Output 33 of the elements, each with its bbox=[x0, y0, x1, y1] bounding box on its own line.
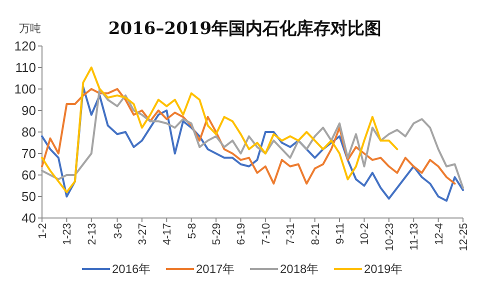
x-tick-label: 8-21 bbox=[310, 223, 322, 246]
x-tick-label: 6-19 bbox=[236, 223, 248, 246]
legend-label: 2019年 bbox=[364, 262, 403, 276]
x-tick-label: 2-13 bbox=[86, 223, 98, 246]
x-tick-label: 10-2 bbox=[359, 223, 372, 246]
y-tick-label: 40 bbox=[22, 210, 36, 226]
x-tick-label: 7-10 bbox=[260, 223, 272, 246]
x-tick-label: 1-2 bbox=[37, 223, 49, 239]
x-tick-label: 7-31 bbox=[285, 223, 298, 246]
y-tick-label: 80 bbox=[22, 124, 36, 140]
y-tick-label: 90 bbox=[22, 103, 36, 118]
x-tick-label: 3-27 bbox=[136, 223, 149, 246]
y-tick-label: 120 bbox=[14, 38, 36, 54]
x-tick-label: 9-11 bbox=[334, 223, 347, 244]
y-axis-title: 万吨 bbox=[19, 22, 41, 35]
legend-label: 2017年 bbox=[196, 262, 235, 276]
legend-label: 2018年 bbox=[280, 262, 319, 276]
x-tick-label: 12-25 bbox=[458, 223, 470, 252]
y-tick-label: 60 bbox=[22, 168, 36, 182]
x-tick-label: 5-8 bbox=[186, 223, 198, 239]
x-tick-label: 1-23 bbox=[62, 223, 74, 246]
x-tick-label: 10-23 bbox=[384, 223, 396, 252]
x-tick-label: 4-17 bbox=[162, 223, 174, 246]
y-tick-label: 110 bbox=[15, 60, 36, 75]
chart-title: 2016–2019年国内石化库存对比图 bbox=[108, 19, 382, 39]
y-tick-label: 100 bbox=[14, 82, 36, 96]
y-tick-label: 50 bbox=[22, 189, 36, 204]
x-tick-label: 5-29 bbox=[211, 223, 224, 246]
legend-label: 2016年 bbox=[112, 262, 151, 276]
x-tick-label: 3-6 bbox=[112, 223, 124, 239]
y-tick-label: 70 bbox=[22, 146, 36, 161]
x-tick-label: 11-13 bbox=[408, 223, 421, 250]
x-tick-label: 12-4 bbox=[433, 223, 446, 246]
